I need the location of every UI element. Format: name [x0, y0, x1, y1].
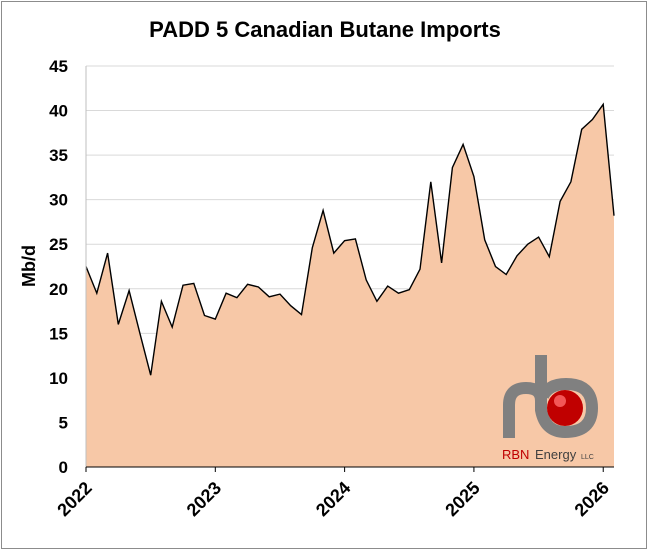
y-tick-label: 10	[49, 369, 68, 388]
y-tick-label: 30	[49, 191, 68, 210]
series-line	[85, 102, 615, 376]
rbn-energy-logo: RBN Energy LLC	[502, 355, 599, 462]
logo-sphere-highlight	[554, 395, 566, 407]
y-tick-label: 45	[49, 57, 68, 76]
y-tick-labels: 0 5 10 15 20 25 30 35 40 45	[49, 57, 68, 477]
area-layer	[85, 66, 615, 468]
logo-suffix: LLC	[581, 454, 594, 461]
x-tick-label: 2022	[53, 478, 95, 520]
x-tick-label: 2024	[312, 478, 354, 520]
x-tick-label: 2025	[441, 478, 483, 520]
y-tick-label: 0	[59, 458, 68, 477]
logo-company: RBN	[502, 447, 529, 462]
x-tick-label: 2026	[571, 478, 613, 520]
y-tick-label: 5	[59, 413, 68, 432]
y-tick-label: 40	[49, 102, 68, 121]
rbn-logo-mark	[503, 355, 599, 439]
y-axis-label: Mb/d	[19, 245, 39, 287]
y-tick-label: 25	[49, 235, 68, 254]
y-tick-label: 20	[49, 280, 68, 299]
chart-title: PADD 5 Canadian Butane Imports	[149, 17, 501, 42]
logo-b-stroke	[535, 355, 599, 439]
area-fill	[86, 104, 614, 468]
y-tick-label: 15	[49, 324, 68, 343]
x-tick-labels: 2022 2023 2024 2025 2026	[53, 467, 613, 520]
logo-red-sphere	[547, 390, 583, 426]
x-tick-label: 2023	[183, 478, 225, 520]
y-tick-label: 35	[49, 146, 68, 165]
logo-word: Energy	[535, 447, 577, 462]
